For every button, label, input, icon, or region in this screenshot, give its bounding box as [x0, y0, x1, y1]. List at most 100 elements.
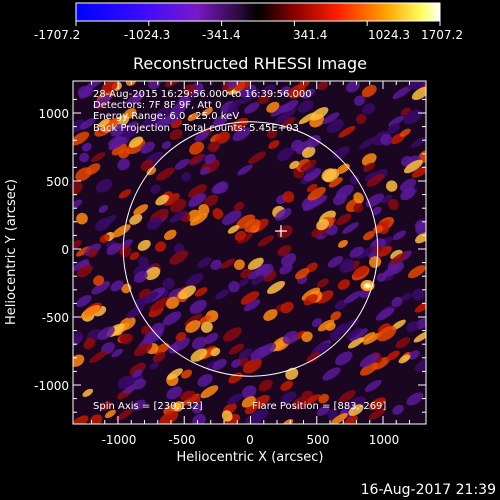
emission-blob: [237, 164, 253, 176]
x-tick-label: 1000: [369, 433, 400, 447]
emission-blob: [365, 193, 384, 208]
emission-blob: [228, 281, 240, 293]
emission-blob: [407, 265, 426, 279]
emission-blob: [250, 346, 270, 361]
emission-blob: [280, 380, 294, 391]
emission-blob: [108, 137, 127, 150]
emission-blob: [411, 165, 426, 178]
emission-blob: [73, 240, 82, 251]
emission-blob: [161, 141, 171, 150]
y-axis-label: Heliocentric Y (arcsec): [4, 179, 19, 325]
emission-blob: [337, 279, 351, 290]
emission-blob: [359, 137, 376, 150]
emission-blob: [171, 337, 190, 352]
emission-blob: [277, 147, 294, 162]
emission-blob: [263, 309, 278, 321]
emission-blob: [415, 318, 426, 330]
emission-blob: [129, 362, 146, 376]
emission-blob: [192, 413, 206, 424]
emission-blob: [267, 280, 285, 295]
emission-blob: [97, 326, 115, 340]
emission-blob: [129, 251, 140, 261]
emission-blob: [349, 175, 360, 185]
emission-blob: [190, 348, 208, 362]
emission-blob: [181, 172, 192, 182]
emission-blob: [281, 253, 297, 267]
emission-blob: [297, 100, 314, 113]
emission-blob: [210, 347, 221, 357]
emission-blob: [117, 158, 130, 171]
emission-blob: [346, 327, 362, 339]
emission-blob: [368, 407, 386, 420]
colorbar-tick-label: 341.4: [293, 28, 327, 42]
emission-blob: [237, 232, 253, 244]
emission-blob: [82, 388, 94, 397]
emission-blob: [399, 128, 411, 137]
emission-blob: [73, 332, 84, 343]
emission-blob: [137, 239, 151, 251]
emission-blob: [133, 342, 153, 357]
emission-blob: [408, 350, 420, 360]
emission-blob: [212, 358, 227, 371]
emission-blob: [91, 281, 111, 295]
emission-blob: [418, 150, 426, 163]
emission-blob: [326, 408, 339, 421]
emission-blob: [189, 299, 207, 314]
emission-blob: [251, 274, 265, 285]
emission-blob: [410, 136, 426, 148]
info-panel: 28-Aug-2015 16:29:56.000 to 16:39:56.000…: [93, 89, 312, 134]
emission-blob: [169, 210, 187, 223]
emission-blob: [210, 259, 222, 270]
emission-blob: [194, 287, 208, 297]
emission-blob: [155, 194, 169, 206]
emission-blob: [188, 184, 207, 199]
flare-position-label: Flare Position = [883,-269]: [252, 401, 386, 412]
emission-blob: [322, 112, 340, 125]
emission-blob: [360, 332, 376, 343]
emission-blob: [290, 139, 304, 152]
emission-blob: [330, 311, 342, 321]
emission-blob: [149, 361, 159, 370]
emission-blob: [213, 181, 229, 195]
colorbar-tick-label: -1024.3: [124, 28, 170, 42]
emission-blob: [390, 252, 408, 265]
emission-blob: [392, 86, 412, 100]
timestamp-footer: 16-Aug-2017 21:39: [360, 482, 496, 498]
emission-blob: [163, 193, 180, 206]
emission-blob: [403, 159, 423, 174]
emission-blob: [227, 81, 241, 88]
emission-blob: [188, 153, 204, 165]
emission-blob: [174, 158, 190, 170]
emission-blob: [316, 405, 330, 416]
emission-blob: [227, 225, 240, 234]
emission-blob: [398, 354, 411, 364]
emission-blob: [361, 153, 377, 166]
emission-blob: [178, 285, 196, 300]
emission-blob: [303, 394, 321, 406]
emission-blob: [281, 116, 296, 127]
emission-blob: [248, 151, 266, 164]
emission-blob: [119, 333, 130, 344]
emission-blob: [233, 201, 245, 211]
emission-blob: [140, 141, 155, 154]
emission-blob: [73, 199, 83, 210]
emission-blob: [199, 166, 211, 176]
emission-blob: [110, 123, 126, 137]
emission-blob: [415, 231, 426, 244]
emission-blob: [336, 213, 352, 226]
emission-blob: [414, 301, 426, 313]
emission-blob: [234, 81, 253, 91]
emission-blob: [368, 256, 382, 268]
emission-blob: [306, 352, 321, 363]
emission-blob: [200, 321, 213, 333]
emission-blob: [256, 409, 269, 421]
emission-blob: [318, 393, 329, 404]
emission-blob: [197, 374, 213, 387]
emission-blob: [402, 292, 412, 301]
emission-blob: [229, 343, 245, 355]
emission-blob: [166, 386, 183, 400]
emission-blob: [386, 180, 398, 192]
emission-blob: [79, 152, 90, 163]
emission-blob: [281, 107, 297, 119]
emission-blob: [185, 320, 201, 333]
